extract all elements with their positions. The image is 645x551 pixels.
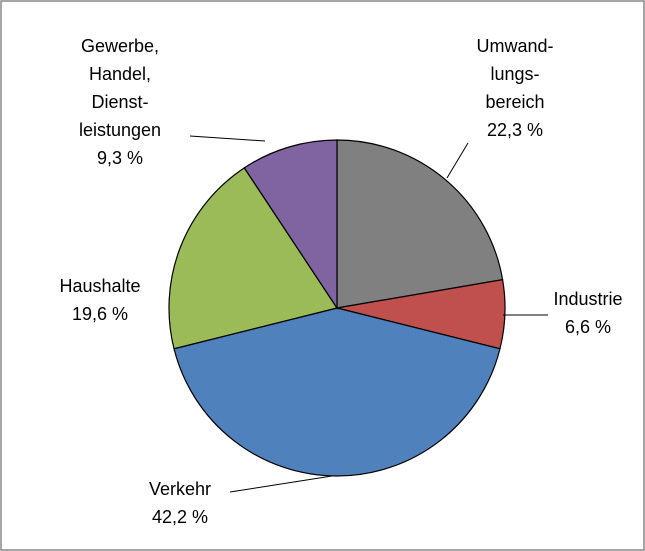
pie-slice bbox=[243, 139, 338, 310]
value-label: 9,3 % bbox=[97, 148, 143, 168]
value-label: 42,2 % bbox=[152, 507, 208, 527]
slice-label: Verkehr 42,2 % bbox=[149, 479, 211, 527]
label-line: Verkehr bbox=[149, 479, 211, 499]
slice-label: Umwand-lungs-bereich 22,3 % bbox=[476, 36, 553, 140]
label-line: leistungen bbox=[79, 120, 161, 140]
label-line: Haushalte bbox=[59, 276, 140, 296]
label-line: Handel, bbox=[89, 64, 151, 84]
label-line: Industrie bbox=[553, 289, 622, 309]
pie-slice bbox=[336, 139, 504, 309]
value-label: 22,3 % bbox=[487, 120, 543, 140]
leader-line bbox=[446, 142, 469, 179]
slice-label: Gewerbe, Handel, Dienst-leistungen 9,3 % bbox=[79, 36, 161, 168]
label-line: Umwand- bbox=[476, 36, 553, 56]
leader-line bbox=[189, 135, 266, 142]
value-label: 19,6 % bbox=[72, 304, 128, 324]
label-line: lungs- bbox=[490, 64, 539, 84]
pie-slice bbox=[173, 307, 501, 477]
leader-line bbox=[229, 475, 333, 493]
label-line: Gewerbe, bbox=[81, 36, 159, 56]
pie-slice bbox=[168, 167, 338, 350]
label-line: bereich bbox=[485, 92, 544, 112]
slice-label: Industrie 6,6 % bbox=[553, 289, 622, 337]
label-line: Dienst- bbox=[91, 92, 148, 112]
slice-label: Haushalte 19,6 % bbox=[59, 276, 140, 324]
value-label: 6,6 % bbox=[565, 317, 611, 337]
